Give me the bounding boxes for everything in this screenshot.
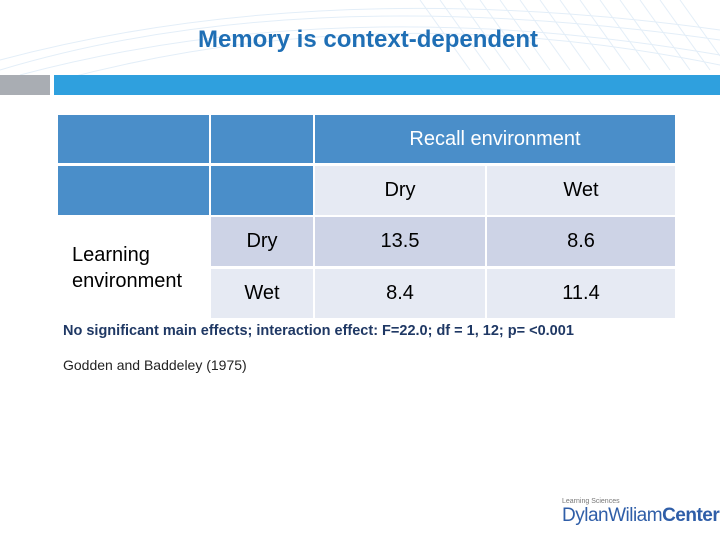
logo-name-part2: Center [662,505,720,526]
cell-dry-wet: 8.6 [487,217,675,266]
row-label-dry: Dry [211,217,313,266]
col-header-dry: Dry [315,166,485,215]
citation: Godden and Baddeley (1975) [63,357,247,373]
header-blank-2 [211,166,313,215]
cell-wet-wet: 11.4 [487,269,675,318]
header-corner-2 [211,115,313,163]
logo-wordmark: DylanWiliamCenter [562,505,720,527]
row-label-wet: Wet [211,269,313,318]
page-title: Memory is context-dependent [197,26,539,53]
title-underline-blue [54,75,720,95]
cell-wet-dry: 8.4 [315,269,485,318]
recall-environment-header: Recall environment [315,115,675,163]
dylan-wiliam-center-logo: Learning Sciences DylanWiliamCenter [562,498,720,528]
logo-name-part1: DylanWiliam [562,505,663,526]
header-corner-1 [58,115,209,163]
cell-dry-dry: 13.5 [315,217,485,266]
header-blank-1 [58,166,209,215]
statistics-note: No significant main effects; interaction… [63,323,574,339]
row-group-label: Learning environment [72,243,183,292]
logo-tagline: Learning Sciences [562,498,620,505]
title-underline-grey [0,75,50,95]
col-header-wet: Wet [487,166,675,215]
